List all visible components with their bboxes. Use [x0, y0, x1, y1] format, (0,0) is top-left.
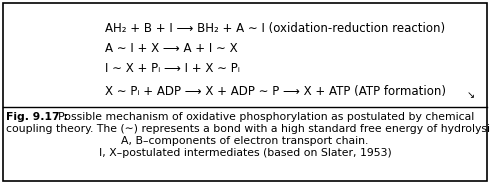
- Text: ↘: ↘: [467, 90, 475, 100]
- Text: Possible mechanism of oxidative phosphorylation as postulated by chemical: Possible mechanism of oxidative phosphor…: [58, 112, 474, 122]
- Text: A ∼ I + X ⟶ A + I ∼ X: A ∼ I + X ⟶ A + I ∼ X: [105, 42, 238, 55]
- Text: Fig. 9.17 :: Fig. 9.17 :: [6, 112, 72, 122]
- Text: I, X–postulated intermediates (based on Slater, 1953): I, X–postulated intermediates (based on …: [98, 148, 392, 158]
- Text: I ∼ X + Pᵢ ⟶ I + X ∼ Pᵢ: I ∼ X + Pᵢ ⟶ I + X ∼ Pᵢ: [105, 62, 240, 75]
- Text: AH₂ + B + I ⟶ BH₂ + A ∼ I (oxidation-reduction reaction): AH₂ + B + I ⟶ BH₂ + A ∼ I (oxidation-red…: [105, 22, 445, 35]
- Text: X ∼ Pᵢ + ADP ⟶ X + ADP ∼ P ⟶ X + ATP (ATP formation): X ∼ Pᵢ + ADP ⟶ X + ADP ∼ P ⟶ X + ATP (AT…: [105, 85, 446, 98]
- Text: A, B–components of electron transport chain.: A, B–components of electron transport ch…: [122, 136, 368, 146]
- Text: coupling theory. The (∼) represents a bond with a high standard free energy of h: coupling theory. The (∼) represents a bo…: [6, 124, 490, 134]
